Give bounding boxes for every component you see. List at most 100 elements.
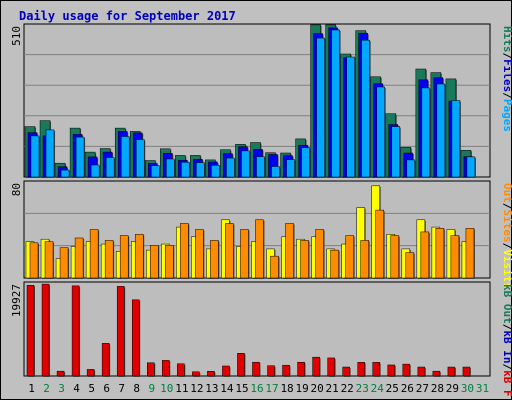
bar-kbytes-day-8	[131, 299, 140, 377]
bar-sites-day-5	[89, 229, 99, 279]
bar-pages-day-26	[406, 159, 416, 178]
x-tick-label-day-5: 5	[88, 382, 95, 395]
bar-sites-day-14	[225, 223, 234, 279]
legend-entry: Files	[501, 59, 512, 92]
x-tick-label-day-29: 29	[446, 382, 459, 395]
bar-sites-day-25	[390, 235, 400, 279]
bar-pages-day-5	[90, 164, 100, 178]
bar-pages-day-6	[105, 157, 115, 178]
bar-pages-day-3	[60, 169, 70, 178]
bar-kbytes-day-27	[417, 366, 426, 377]
bar-kbytes-day-13	[207, 371, 215, 377]
y-max-label-3: 19927	[10, 284, 23, 317]
bar-sites-day-4	[74, 237, 84, 279]
legend-entry: kB In	[501, 330, 512, 363]
bar-pages-day-18	[286, 159, 295, 178]
legend-entry: Pages	[501, 99, 512, 132]
bar-pages-day-25	[391, 126, 401, 178]
bar-kbytes-day-15	[237, 353, 245, 377]
bar-pages-day-10	[166, 158, 175, 178]
bar-kbytes-day-24	[372, 362, 380, 377]
bar-kbytes-day-12	[192, 371, 200, 377]
bar-kbytes-day-20	[312, 356, 320, 377]
legend-entry: kB F	[501, 370, 512, 397]
x-tick-label-day-8: 8	[133, 382, 140, 395]
legend-entry: Visits	[501, 249, 512, 289]
x-tick-label-day-22: 22	[341, 382, 354, 395]
bar-sites-day-6	[104, 240, 114, 279]
x-tick-label-day-6: 6	[103, 382, 110, 395]
x-tick-label-day-24: 24	[371, 382, 385, 395]
bar-sites-day-12	[195, 229, 204, 279]
legend-entry: /	[501, 364, 512, 371]
x-tick-label-day-19: 19	[295, 382, 308, 395]
x-tick-label-day-28: 28	[431, 382, 444, 395]
bar-kbytes-day-17	[267, 365, 275, 377]
x-tick-label-day-31: 31	[476, 382, 489, 395]
legend-entry: /	[501, 324, 512, 331]
bar-pages-day-19	[301, 147, 310, 178]
bar-kbytes-day-30	[462, 366, 471, 377]
bar-sites-day-3	[59, 247, 69, 279]
bar-sites-day-13	[210, 240, 219, 279]
x-tick-label-day-30: 30	[461, 382, 474, 395]
x-tick-label-day-10: 10	[160, 382, 173, 395]
bar-kbytes-day-1	[26, 285, 35, 377]
bar-sites-day-17	[270, 255, 279, 279]
bar-sites-day-28	[435, 228, 445, 279]
bar-kbytes-day-10	[162, 360, 170, 377]
x-tick-label-day-13: 13	[205, 382, 218, 395]
x-tick-label-day-25: 25	[386, 382, 399, 395]
legend-3: kB Out/kB In/kB F	[501, 284, 512, 397]
bar-pages-day-16	[256, 156, 265, 178]
bar-pages-day-11	[181, 162, 190, 178]
bar-pages-day-24	[376, 86, 385, 178]
bar-sites-day-16	[255, 219, 264, 279]
bar-kbytes-day-22	[342, 366, 350, 377]
bar-kbytes-day-6	[101, 343, 110, 377]
bar-kbytes-day-11	[177, 363, 185, 377]
bar-pages-day-28	[436, 83, 446, 178]
bar-pages-day-23	[361, 39, 370, 178]
legend-entry: kB Out	[501, 284, 512, 324]
bar-pages-day-30	[466, 156, 476, 178]
x-tick-label-day-18: 18	[280, 382, 293, 395]
bar-pages-day-7	[120, 136, 130, 178]
bar-kbytes-day-25	[387, 364, 396, 377]
bar-sites-day-29	[450, 235, 460, 279]
bar-pages-day-21	[331, 29, 340, 178]
bar-sites-day-18	[285, 223, 294, 279]
chart-title: Daily usage for September 2017	[19, 9, 236, 23]
bar-sites-day-1	[29, 242, 39, 279]
bar-pages-day-12	[196, 162, 205, 178]
bar-sites-day-9	[150, 245, 159, 279]
bar-sites-day-11	[180, 223, 189, 279]
bar-sites-day-20	[315, 229, 324, 279]
legend-entry: /	[501, 243, 512, 250]
bar-kbytes-day-21	[327, 357, 335, 377]
bar-pages-day-4	[75, 136, 85, 178]
legend-entry: /	[501, 203, 512, 210]
bar-sites-day-27	[420, 231, 430, 279]
bar-sites-day-15	[240, 229, 249, 279]
bar-kbytes-day-4	[71, 285, 80, 377]
x-tick-label-day-21: 21	[326, 382, 339, 395]
x-tick-label-day-15: 15	[235, 382, 248, 395]
bar-kbytes-day-7	[116, 286, 125, 377]
plot-area-3	[23, 281, 491, 377]
bar-kbytes-day-26	[402, 363, 411, 377]
bar-pages-day-27	[421, 87, 431, 178]
x-tick-label-day-9: 9	[148, 382, 155, 395]
bar-kbytes-day-5	[86, 369, 95, 377]
bar-kbytes-day-16	[252, 361, 260, 377]
x-tick-label-day-1: 1	[28, 382, 35, 395]
bar-kbytes-day-29	[447, 366, 456, 377]
x-tick-label-day-14: 14	[220, 382, 234, 395]
bar-pages-day-15	[241, 150, 250, 178]
x-tick-label-day-4: 4	[73, 382, 80, 395]
x-tick-label-day-20: 20	[311, 382, 324, 395]
bar-pages-day-14	[226, 157, 235, 178]
x-tick-label-day-12: 12	[190, 382, 203, 395]
bar-sites-day-8	[134, 234, 144, 279]
